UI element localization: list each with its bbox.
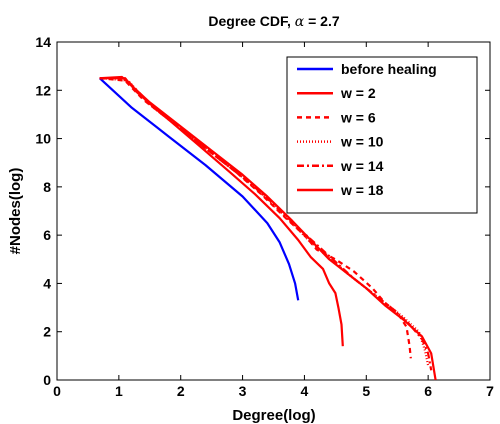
y-tick-label: 6 — [43, 227, 51, 243]
legend-label: w = 2 — [340, 85, 376, 101]
y-axis-label: #Nodes(log) — [7, 168, 24, 255]
x-tick-label: 1 — [115, 383, 123, 399]
legend: before healing w = 2 w = 6 w = 10 w = 14 w = … — [287, 57, 477, 213]
x-tick-label: 4 — [301, 383, 309, 399]
x-tick-label: 7 — [486, 383, 494, 399]
y-tick-label: 8 — [43, 179, 51, 195]
legend-label: w = 14 — [340, 158, 384, 174]
chart-title-prefix: Degree CDF, — [208, 13, 290, 29]
x-axis-label: Degree(log) — [232, 407, 315, 424]
chart-title-symbol: α — [295, 14, 305, 30]
legend-label: w = 10 — [340, 134, 384, 150]
legend-label: w = 6 — [340, 109, 376, 125]
chart-title: Degree CDF, α = 2.7 — [208, 13, 339, 30]
y-tick-label: 2 — [43, 324, 51, 340]
x-tick-label: 2 — [177, 383, 185, 399]
y-tick-label: 14 — [35, 34, 51, 50]
y-tick-label: 12 — [35, 82, 51, 98]
legend-label: before healing — [341, 61, 437, 77]
x-tick-label: 3 — [239, 383, 247, 399]
y-tick-label: 0 — [43, 372, 51, 388]
y-tick-label: 10 — [35, 131, 51, 147]
x-tick-label: 5 — [362, 383, 370, 399]
x-tick-label: 6 — [424, 383, 432, 399]
y-tick-label: 4 — [43, 275, 51, 291]
x-tick-label: 0 — [53, 383, 61, 399]
chart-title-suffix: = 2.7 — [308, 13, 340, 29]
legend-label: w = 18 — [340, 182, 384, 198]
